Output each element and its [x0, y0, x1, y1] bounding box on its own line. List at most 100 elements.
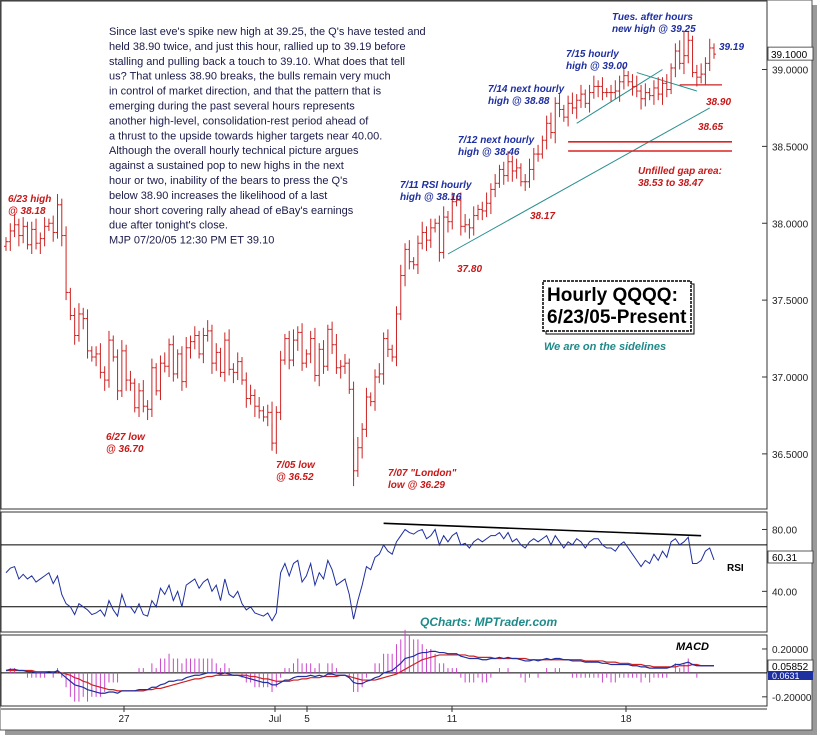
commentary-line: hour short covering rally ahead of eBay'…: [109, 205, 354, 217]
commentary-line: below 38.90 increases the likelihood of …: [109, 190, 327, 202]
chart-subtitle: 6/23/05-Present: [547, 307, 687, 328]
commentary-line: Although the overall hourly technical pi…: [109, 145, 359, 157]
annotation-jul14-high-line: high @ 38.88: [488, 96, 550, 107]
date-tick-label: Jul: [269, 714, 282, 725]
macd-tick-label: 0.20000: [772, 645, 809, 656]
annotation-3919-line: 39.19: [719, 42, 744, 53]
annotation-jul11-rsi-high: 7/11 RSI hourly high @ 38.16: [400, 180, 472, 203]
annotation-jul05-low-line: @ 36.52: [276, 472, 314, 483]
price-tick-label: 38.0000: [772, 219, 809, 230]
frame-border: [0, 0, 813, 731]
annotation-3780-line: 37.80: [457, 264, 482, 275]
annotation-3817: 38.17: [530, 211, 555, 222]
price-tick-label: 39.0000: [772, 66, 809, 77]
annotation-jul07-low-line: low @ 36.29: [388, 480, 445, 491]
annotation-3865-line: 38.65: [698, 122, 723, 133]
annotation-jul14-high-line: 7/14 next hourly: [488, 84, 565, 95]
annotation-jun23-high-line: 6/23 high: [8, 194, 51, 205]
annotation-jul07-low: 7/07 "London" low @ 36.29: [388, 468, 457, 491]
annotation-jul11-rsi-high-line: high @ 38.16: [400, 192, 462, 203]
last-price-tag: 39.1000: [767, 46, 814, 61]
annotation-gap-area: Unfilled gap area: 38.53 to 38.47: [638, 166, 722, 189]
annotation-jul05-low-line: 7/05 low: [276, 460, 316, 471]
annotation-jul12-high-line: 7/12 next hourly: [458, 135, 535, 146]
annotation-jun27-low: 6/27 low @ 36.70: [106, 432, 146, 455]
annotation-jun23-high-line: @ 38.18: [8, 206, 46, 217]
annotation-tues-after-hours: Tues. after hours new high @ 39.25: [612, 12, 696, 35]
commentary-text: Since last eve's spike new high at 39.25…: [109, 26, 426, 247]
annotation-gap-area-line: 38.53 to 38.47: [638, 178, 703, 189]
commentary-line: due after tonight's close.: [109, 220, 228, 232]
date-axis: 27 Jul 5 11 18: [118, 706, 632, 725]
uptrend-line: [447, 107, 710, 255]
rsi-tick-label: 40.00: [772, 587, 797, 598]
macd-panel: 0.20000 -0.20000: [1, 629, 812, 704]
annotation-3817-line: 38.17: [530, 211, 555, 222]
rsi-divergence-line: [383, 522, 702, 537]
commentary-line: hour or two, inability of the bears to p…: [109, 175, 348, 187]
macd-signal-label: 0.0631: [772, 671, 800, 681]
macd-line: [5, 650, 714, 694]
commentary-line: a thrust to the upside towards higher ta…: [109, 130, 382, 142]
annotation-jul15-high-line: 7/15 hourly: [566, 49, 619, 60]
commentary-line: Since last eve's spike new high at 39.25…: [109, 26, 426, 38]
annotation-tues-after-hours-line: Tues. after hours: [612, 12, 693, 23]
rsi-line: [5, 528, 715, 622]
commentary-line: in control of market direction, and that…: [109, 86, 382, 98]
commentary-line: held 38.90 twice, and just this hour, ra…: [109, 41, 406, 53]
annotation-jul12-high: 7/12 next hourly high @ 38.46: [458, 135, 535, 158]
annotation-jun27-low-line: 6/27 low: [106, 432, 146, 443]
annotation-3865: 38.65: [698, 122, 723, 133]
source-label: QCharts: MPTrader.com: [420, 615, 557, 629]
price-axis: 39.0000 38.5000 38.0000 37.5000 37.0000 36.50…: [762, 66, 809, 461]
date-tick-label: 5: [304, 714, 310, 725]
annotation-gap-area-line: Unfilled gap area:: [638, 166, 722, 177]
chart-title-box: Hourly QQQQ: 6/23/05-Present: [542, 280, 695, 335]
commentary-line: stalling and pulling back a touch to 39.…: [109, 56, 405, 68]
annotation-jun23-high: 6/23 high @ 38.18: [8, 194, 51, 217]
rsi-tick-label: 80.00: [772, 525, 797, 536]
date-tick-label: 18: [620, 714, 632, 725]
commentary-line: another high-level, consolidation-rest p…: [109, 115, 369, 127]
annotation-jul05-low: 7/05 low @ 36.52: [276, 460, 316, 483]
commentary-line: us? That unless 38.90 breaks, the bulls …: [109, 71, 391, 83]
annotation-3890: 38.90: [706, 97, 731, 108]
macd-value-label: 0.05852: [772, 662, 809, 673]
macd-tick-label: -0.20000: [772, 693, 812, 704]
price-tick-label: 38.5000: [772, 142, 809, 153]
price-tick-label: 37.5000: [772, 296, 809, 307]
annotation-jul15-high: 7/15 hourly high @ 39.00: [566, 49, 628, 72]
annotation-3780: 37.80: [457, 264, 482, 275]
price-tick-label: 36.5000: [772, 450, 809, 461]
commentary-line: against a sustained pop to new highs in …: [109, 160, 344, 172]
commentary-line: MJP 07/20/05 12:30 PM ET 39.10: [109, 235, 274, 247]
annotation-3919: 39.19: [719, 42, 744, 53]
date-tick-label: 11: [447, 714, 458, 725]
rsi-value-label: 60.31: [772, 553, 797, 564]
price-tick-label: 37.0000: [772, 373, 809, 384]
commentary-line: emerging during the past several hours r…: [109, 101, 355, 113]
last-price-label: 39.1000: [771, 50, 808, 61]
rsi-label: RSI: [727, 563, 744, 574]
annotation-tues-after-hours-line: new high @ 39.25: [612, 24, 696, 35]
annotation-jul14-high: 7/14 next hourly high @ 38.88: [488, 84, 565, 107]
rsi-panel-border: [0, 511, 768, 633]
rsi-panel: 80.00 40.00: [1, 522, 797, 622]
annotation-jul15-high-line: high @ 39.00: [566, 61, 628, 72]
chart-title: Hourly QQQQ:: [547, 285, 678, 306]
macd-label: MACD: [676, 641, 709, 653]
annotation-jul12-high-line: high @ 38.46: [458, 147, 520, 158]
annotation-jul07-low-line: 7/07 "London": [388, 468, 457, 479]
price-annotations: 6/23 high @ 38.186/27 low @ 36.707/05 low @…: [8, 12, 744, 491]
macd-value-tag: 0.05852 0.0631: [767, 659, 814, 681]
date-tick-label: 27: [118, 714, 130, 725]
annotation-jun27-low-line: @ 36.70: [106, 444, 144, 455]
rsi-value-tag: 60.31: [767, 550, 814, 564]
price-overlays: [447, 69, 732, 255]
status-note: We are on the sidelines: [544, 341, 666, 353]
annotation-jul11-rsi-high-line: 7/11 RSI hourly: [400, 180, 472, 191]
price-panel-border: [0, 0, 768, 510]
price-bars: [4, 31, 716, 487]
